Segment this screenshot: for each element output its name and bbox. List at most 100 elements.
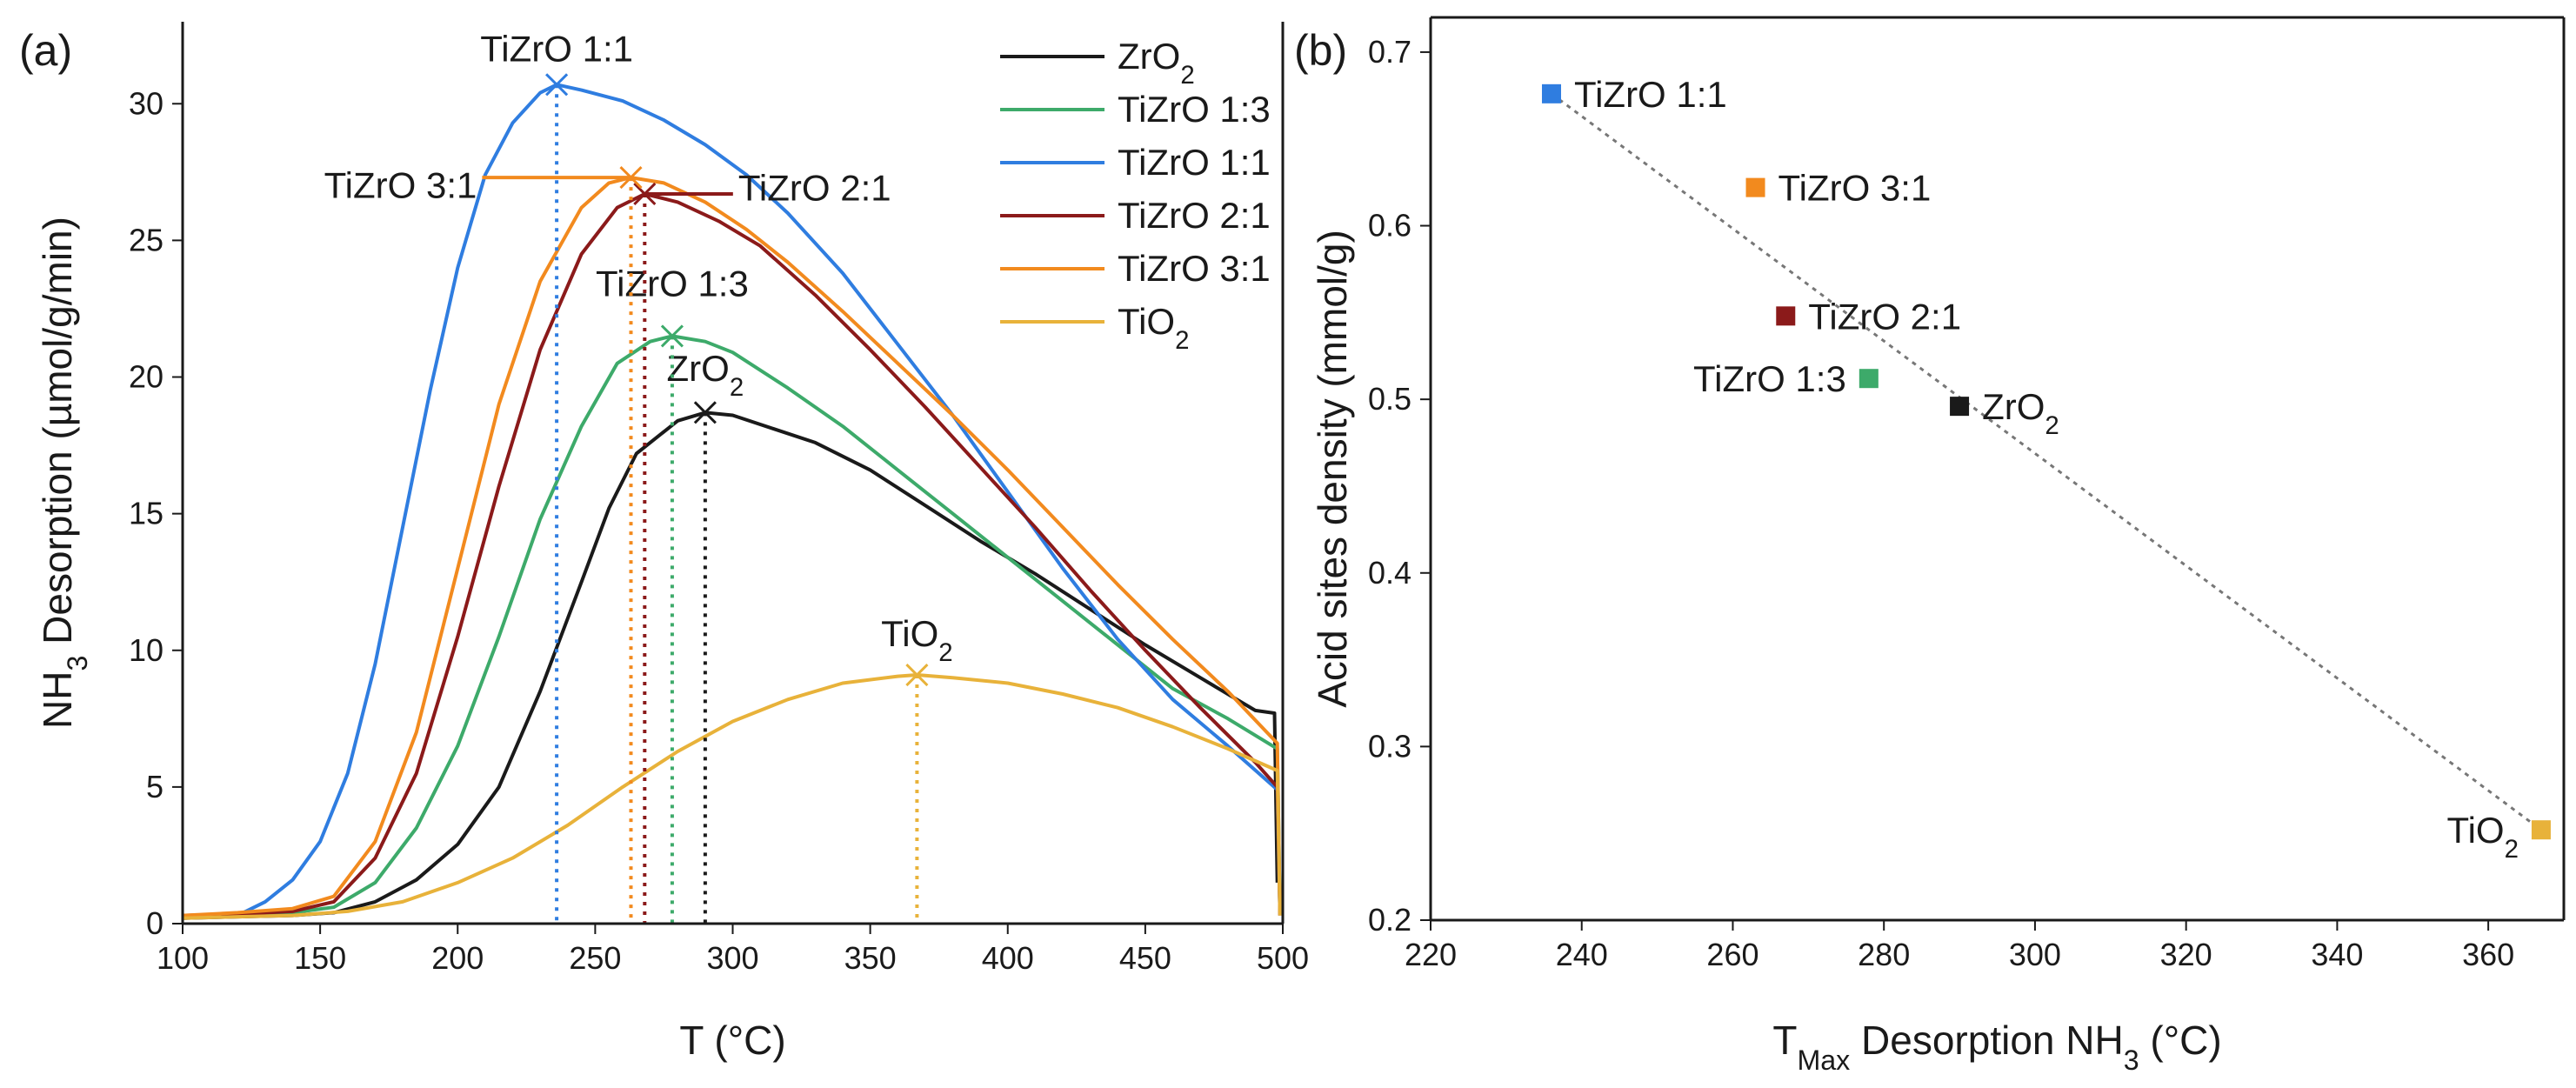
y-tick-label-a: 15: [129, 496, 164, 531]
x-axis-title-sub: 3: [2124, 1045, 2139, 1076]
scatter-point-label-text: TiO: [2446, 810, 2504, 851]
y-tick-label-b: 0.5: [1368, 381, 1411, 417]
legend-label: ZrO2: [1118, 36, 1195, 90]
legend-label-text: TiZrO 1:3: [1118, 89, 1271, 130]
scatter-point: [1859, 369, 1879, 389]
scatter-point: [1745, 177, 1765, 197]
x-axis-title-a: T (°C): [679, 1018, 785, 1063]
peak-label-sub: 2: [730, 373, 744, 402]
x-axis-title-part: (°C): [2139, 1018, 2222, 1063]
scatter-point: [1950, 397, 1970, 417]
peak-label-text: TiZrO 2:1: [738, 168, 891, 209]
y-axis-title-sub: 3: [62, 656, 93, 671]
peak-label: ZrO2: [667, 348, 744, 402]
scatter-point: [1541, 83, 1561, 103]
panel-label-b: (b): [1294, 26, 1347, 75]
legend-label-sub: 2: [1180, 61, 1194, 90]
x-tick-label-b: 300: [2009, 937, 2061, 972]
scatter-point-label-sub: 2: [2505, 835, 2519, 864]
x-tick-label-b: 220: [1405, 937, 1457, 972]
peak-label-text: TiZrO 1:1: [480, 28, 633, 69]
y-axis-title-part: Desorption (µmol/g/min): [35, 217, 80, 656]
scatter-point-label-sub: 2: [2045, 411, 2059, 440]
y-tick-label-b: 0.4: [1368, 555, 1411, 591]
peak-label: TiZrO 1:3: [596, 264, 749, 304]
x-tick-label-b: 240: [1556, 937, 1608, 972]
scatter-point-label: TiZrO 1:1: [1574, 74, 1727, 115]
peak-marker: [660, 324, 684, 348]
peak-marker: [693, 401, 717, 424]
legend-label-text: ZrO: [1118, 36, 1180, 77]
x-axis-title-b: TMax Desorption NH3 (°C): [1772, 1018, 2221, 1076]
x-tick-label-a: 250: [569, 940, 621, 976]
y-tick-label-a: 25: [129, 222, 164, 257]
peak-label-text: ZrO: [667, 348, 730, 389]
x-tick-label-b: 360: [2462, 937, 2514, 972]
scatter-point-label: TiZrO 3:1: [1779, 168, 1932, 209]
trend-line: [1551, 92, 2542, 831]
y-tick-label-b: 0.7: [1368, 34, 1411, 70]
series-line: [182, 83, 1282, 920]
legend-label-text: TiZrO 3:1: [1118, 248, 1271, 289]
peak-label: TiZrO 3:1: [324, 165, 477, 206]
legend-label-text: TiZrO 2:1: [1118, 195, 1271, 236]
legend-label: TiZrO 3:1: [1118, 248, 1271, 289]
y-tick-label-a: 10: [129, 632, 164, 668]
y-tick-label-a: 0: [146, 905, 164, 941]
y-tick-label-b: 0.6: [1368, 208, 1411, 244]
panel-label-a: (a): [19, 26, 72, 75]
panel-b-scatter-chart: (b) 220 240 260 280 300 320 340 360 0.2 0.3 0.4 0.5 0…: [1294, 16, 2566, 1076]
scatter-point-label: TiO2: [2446, 810, 2518, 864]
peak-label: TiZrO 1:1: [480, 28, 633, 69]
scatter-point-label-text: ZrO: [1982, 386, 2045, 427]
x-tick-label-b: 320: [2160, 937, 2212, 972]
peak-label: TiZrO 2:1: [738, 168, 891, 209]
legend-label: TiZrO 1:3: [1118, 89, 1271, 130]
y-axis-title-b: Acid sites density (mmol/g): [1310, 230, 1355, 708]
scatter-point-label-text: TiZrO 3:1: [1779, 168, 1932, 209]
y-tick-label-a: 20: [129, 359, 164, 395]
scatter-point-label-text: TiZrO 1:3: [1693, 358, 1846, 399]
legend-label-text: TiZrO 1:1: [1118, 142, 1271, 183]
y-tick-label-a: 5: [146, 769, 164, 804]
scatter-point-label-text: TiZrO 2:1: [1808, 296, 1961, 337]
peak-label-text: TiO: [881, 613, 938, 654]
x-tick-label-a: 300: [706, 940, 758, 976]
scatter-point-label-text: TiZrO 1:1: [1574, 74, 1727, 115]
legend-label: TiO2: [1118, 301, 1189, 355]
legend-label-text: TiO: [1118, 301, 1175, 342]
x-tick-label-a: 400: [982, 940, 1034, 976]
peak-marker: [545, 73, 569, 97]
peak-label-sub: 2: [938, 637, 952, 666]
y-axis-title-part: NH: [35, 671, 80, 729]
legend-label-sub: 2: [1175, 326, 1189, 355]
x-tick-label-b: 260: [1706, 937, 1758, 972]
peak-marker: [905, 663, 929, 687]
scatter-point-label: TiZrO 1:3: [1693, 358, 1846, 399]
peak-label: TiO2: [881, 613, 952, 667]
series-line: [182, 334, 1282, 919]
x-tick-label-b: 280: [1858, 937, 1910, 972]
series-line: [182, 192, 1282, 918]
x-tick-label-a: 150: [294, 940, 346, 976]
scatter-point-label: TiZrO 2:1: [1808, 296, 1961, 337]
peak-label-text: TiZrO 1:3: [596, 264, 749, 304]
x-tick-label-a: 100: [157, 940, 209, 976]
x-axis-title-part: T: [1772, 1018, 1797, 1063]
x-tick-label-a: 450: [1119, 940, 1171, 976]
series-line: [182, 673, 1282, 920]
scatter-point-label: ZrO2: [1982, 386, 2059, 440]
y-tick-label-b: 0.3: [1368, 728, 1411, 764]
x-tick-label-a: 200: [431, 940, 484, 976]
scatter-point: [2531, 820, 2551, 840]
x-tick-label-a: 500: [1257, 940, 1309, 976]
x-tick-label-a: 350: [844, 940, 897, 976]
x-tick-label-b: 340: [2311, 937, 2363, 972]
peak-label-text: TiZrO 3:1: [324, 165, 477, 206]
y-tick-label-a: 30: [129, 85, 164, 121]
x-axis-title-sub: Max: [1797, 1045, 1850, 1076]
x-axis-title-part: Desorption NH: [1850, 1018, 2123, 1063]
legend-label: TiZrO 2:1: [1118, 195, 1271, 236]
series-line: [182, 411, 1279, 920]
